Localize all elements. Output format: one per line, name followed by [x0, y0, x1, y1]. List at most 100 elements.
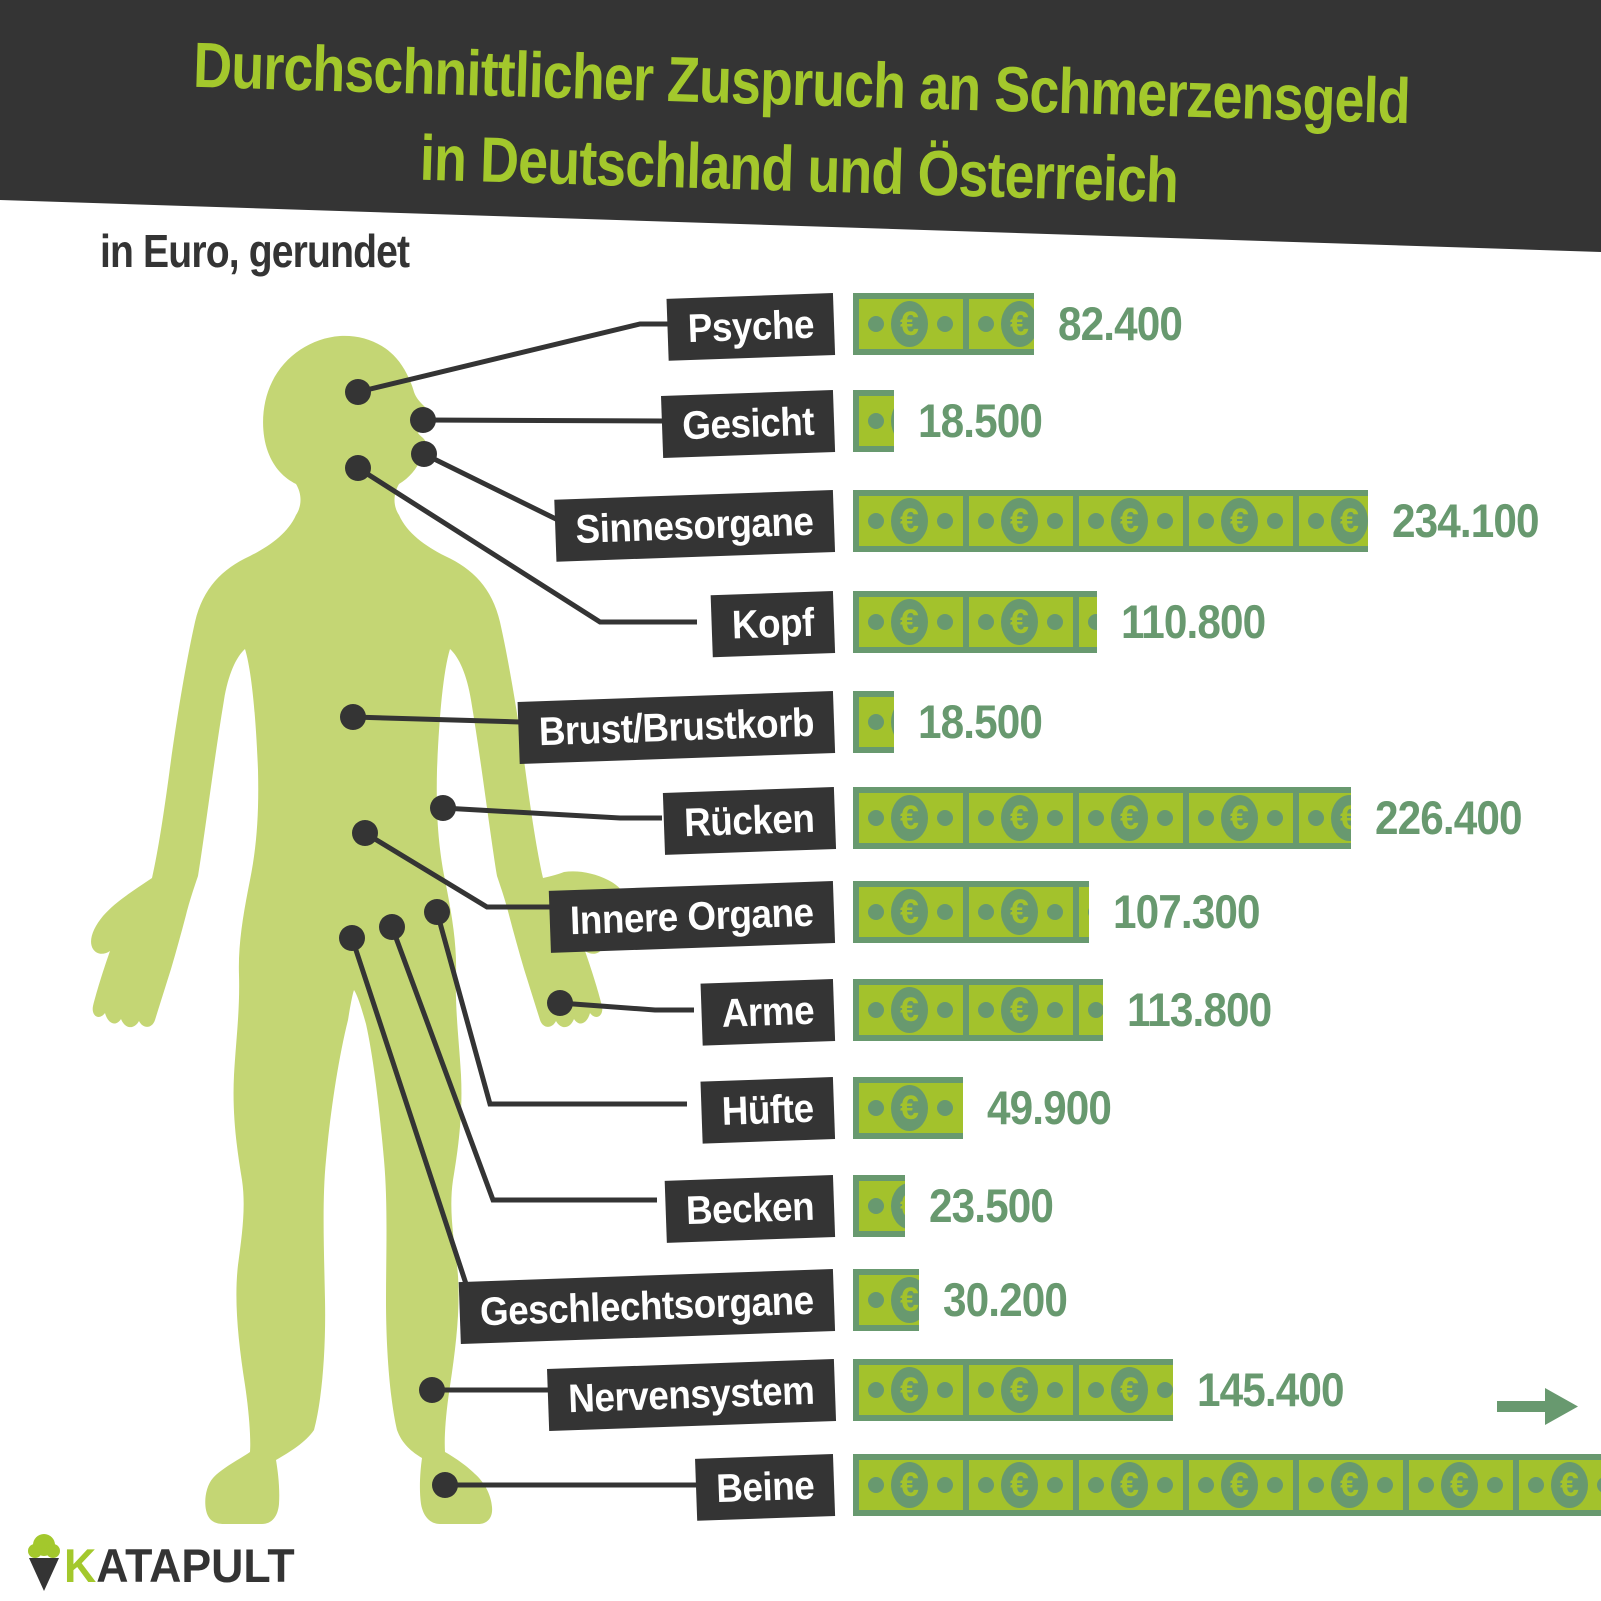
connector-line — [389, 926, 657, 1203]
euro-symbol-icon: € — [1111, 1367, 1148, 1413]
banknote-icon: € — [853, 293, 963, 355]
body-point-dot — [432, 1472, 458, 1498]
euro-symbol-icon: € — [1111, 1462, 1148, 1508]
euro-symbol-icon: € — [891, 398, 894, 444]
banknote-dot — [1267, 810, 1283, 826]
body-point-dot — [340, 704, 366, 730]
euro-symbol-icon: € — [891, 301, 928, 347]
banknote-dot — [1308, 1477, 1324, 1493]
row-label-innere-organe: Innere Organe — [549, 881, 836, 953]
banknote-dot — [978, 1382, 994, 1398]
banknote-icon: € — [963, 787, 1073, 849]
banknote-icon: € — [963, 979, 1073, 1041]
banknote-dot — [978, 1002, 994, 1018]
banknote-dot — [1047, 810, 1063, 826]
banknote-dot — [868, 513, 884, 529]
row-label-h-fte: Hüfte — [700, 1077, 836, 1144]
banknote-icon: € — [963, 591, 1073, 653]
value-label-sinnesorgane: 234.100 — [1392, 494, 1540, 547]
banknote-bar-nervensystem: € € € — [853, 1359, 1173, 1421]
banknote-dot — [868, 1292, 884, 1308]
banknote-dot — [937, 904, 953, 920]
connector-line — [442, 805, 662, 821]
banknote-icon: € — [853, 881, 963, 943]
banknote-icon: € — [1403, 1454, 1513, 1516]
banknote-dot — [868, 316, 884, 332]
banknote-bar-becken: € — [853, 1175, 905, 1237]
banknote-bar-kopf: € € € — [853, 591, 1097, 653]
banknote-dot — [1487, 1477, 1503, 1493]
euro-symbol-icon: € — [891, 599, 928, 645]
value-label-kopf: 110.800 — [1120, 595, 1266, 648]
banknote-icon: € — [853, 490, 963, 552]
banknote-icon: € — [853, 1077, 963, 1139]
banknote-icon: € — [963, 293, 1035, 355]
euro-symbol-icon: € — [891, 795, 928, 841]
value-label-becken: 23.500 — [928, 1179, 1054, 1232]
banknote-bar-geschlechtsorgane: € — [853, 1269, 920, 1331]
banknote-dot — [937, 513, 953, 529]
banknote-icon: € — [1513, 1454, 1601, 1516]
banknote-dot — [1418, 1477, 1434, 1493]
banknote-dot — [978, 1477, 994, 1493]
euro-symbol-icon: € — [1001, 795, 1038, 841]
banknote-dot — [868, 810, 884, 826]
euro-symbol-icon: € — [1551, 1462, 1588, 1508]
euro-symbol-icon: € — [1441, 1462, 1478, 1508]
row-label-psyche: Psyche — [666, 293, 836, 361]
banknote-icon: € — [1293, 787, 1352, 849]
banknote-icon: € — [963, 1359, 1073, 1421]
banknote-bar-brust-brustkorb: € — [853, 691, 894, 753]
banknote-bar-h-fte: € — [853, 1077, 963, 1139]
ice-cream-cone-icon — [28, 1534, 60, 1591]
euro-symbol-icon: € — [891, 498, 928, 544]
value-label-r-cken: 226.400 — [1375, 791, 1523, 844]
value-label-nervensystem: 145.400 — [1196, 1363, 1345, 1416]
connector-line — [422, 417, 663, 424]
body-point-dot — [430, 795, 456, 821]
euro-symbol-icon: € — [1111, 498, 1148, 544]
banknote-icon: € — [1073, 1359, 1173, 1421]
banknote-dot — [1308, 810, 1324, 826]
banknote-bar-gesicht: € — [853, 390, 894, 452]
banknote-icon: € — [1073, 1454, 1183, 1516]
banknote-dot — [937, 1477, 953, 1493]
row-label-nervensystem: Nervensystem — [546, 1359, 836, 1431]
banknote-dot — [868, 1477, 884, 1493]
row-label-gesicht: Gesicht — [660, 390, 836, 458]
subtitle: in Euro, gerundet — [100, 225, 410, 277]
row-label-becken: Becken — [664, 1175, 836, 1243]
banknote-dot — [937, 614, 953, 630]
euro-symbol-icon: € — [1221, 1462, 1258, 1508]
banknote-dot — [1198, 513, 1214, 529]
banknote-icon: € — [1073, 787, 1183, 849]
banknote-icon: € — [853, 390, 894, 452]
banknote-dot — [1157, 1382, 1173, 1398]
banknote-dot — [1047, 1382, 1063, 1398]
banknote-icon: € — [963, 490, 1073, 552]
euro-symbol-icon: € — [1221, 795, 1258, 841]
banknote-bar-beine: €€€€€€€€ — [853, 1454, 1601, 1516]
banknote-dot — [1088, 1002, 1104, 1018]
banknote-dot — [937, 810, 953, 826]
body-point-dot — [419, 1377, 445, 1403]
logo-text: KATAPULT — [64, 1539, 295, 1592]
banknote-icon: € — [853, 591, 963, 653]
euro-symbol-icon: € — [1001, 1367, 1038, 1413]
value-label-geschlechtsorgane: 30.200 — [943, 1273, 1068, 1326]
banknote-icon: € — [963, 881, 1073, 943]
banknote-dot — [1198, 1477, 1214, 1493]
banknote-dot — [1597, 1477, 1601, 1493]
connector-line — [357, 321, 672, 395]
banknote-dot — [1157, 1477, 1173, 1493]
banknote-dot — [868, 413, 884, 429]
banknote-dot — [1088, 1477, 1104, 1493]
euro-symbol-icon: € — [891, 1183, 905, 1229]
banknote-icon: € — [1183, 787, 1293, 849]
banknote-icon: € — [1293, 1454, 1403, 1516]
body-point-dot — [345, 379, 371, 405]
banknote-icon: € — [1073, 490, 1183, 552]
body-point-dot — [411, 441, 437, 467]
banknote-bar-r-cken: € € € € € — [853, 787, 1352, 849]
banknote-dot — [868, 1002, 884, 1018]
